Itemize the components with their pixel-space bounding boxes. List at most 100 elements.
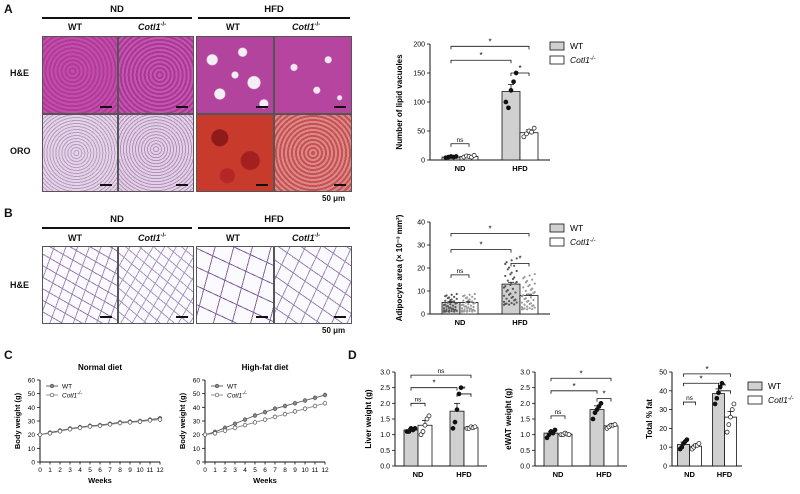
x-axis-label: Weeks xyxy=(88,476,112,485)
y-tick-label: 0.0 xyxy=(520,464,530,471)
data-point xyxy=(451,304,455,307)
legend-label-ko: Cotl1-/- xyxy=(768,395,794,405)
data-point xyxy=(447,306,451,309)
y-tick-label: 2.0 xyxy=(380,401,390,408)
data-point xyxy=(464,301,467,304)
scale-bar xyxy=(100,316,112,318)
significance-label: ns xyxy=(457,268,465,275)
data-point xyxy=(469,304,473,307)
data-point xyxy=(507,300,511,303)
data-point xyxy=(453,308,456,312)
data-point xyxy=(444,310,447,313)
x-tick-label: 0 xyxy=(38,467,42,474)
data-point xyxy=(525,308,529,311)
y-tick-label: 20 xyxy=(28,432,36,439)
micrograph-oro-nd-ko xyxy=(118,114,194,192)
data-point xyxy=(446,297,449,300)
micrograph-oro-nd-wt xyxy=(42,114,118,192)
data-point xyxy=(77,425,83,430)
chart-title: High-fat diet xyxy=(242,363,289,372)
data-point xyxy=(712,401,718,407)
data-point xyxy=(524,131,529,137)
significance-label: * xyxy=(479,241,482,250)
y-tick-label: 1.0 xyxy=(380,432,390,439)
data-point xyxy=(450,426,456,431)
data-point xyxy=(511,287,515,290)
group-label-hfd: HFD xyxy=(264,4,284,15)
data-point xyxy=(232,425,238,430)
data-point xyxy=(511,277,515,281)
legend-label-ko: Cotl1-/- xyxy=(570,237,596,247)
data-point xyxy=(525,305,529,308)
data-point xyxy=(513,299,516,302)
data-point xyxy=(532,298,535,302)
legend-swatch-ko xyxy=(549,237,565,247)
significance-bracket xyxy=(550,415,566,419)
data-point xyxy=(679,444,685,450)
row-label-he: H&E xyxy=(10,280,30,290)
data-point xyxy=(312,403,318,409)
y-tick-label: 0.5 xyxy=(520,448,530,455)
x-tick-label: 8 xyxy=(118,467,122,474)
bar-ko xyxy=(463,427,479,467)
y-tick-label: 60 xyxy=(193,378,201,385)
x-tick-label: 3 xyxy=(233,467,237,474)
legend-marker-ko xyxy=(214,392,220,398)
y-tick-label: 0.0 xyxy=(380,464,390,471)
y-tick-label: 20 xyxy=(659,426,667,433)
micrograph-he-hfd-wt xyxy=(196,36,274,114)
x-tick-label: 6 xyxy=(98,467,102,474)
scale-bar xyxy=(176,184,188,186)
bar-wt xyxy=(449,410,465,467)
data-point xyxy=(590,416,596,422)
data-point xyxy=(272,406,278,411)
data-point xyxy=(449,298,452,302)
data-point xyxy=(532,292,535,295)
x-tick-label: 7 xyxy=(273,467,277,474)
scale-bar xyxy=(176,106,188,108)
significance-label: ns xyxy=(457,137,465,144)
x-tick-label: 10 xyxy=(301,467,309,474)
data-point xyxy=(157,417,163,422)
x-category-label: ND xyxy=(413,470,424,479)
significance-bracket xyxy=(450,45,530,50)
data-point xyxy=(462,299,465,302)
x-category-label: ND xyxy=(455,164,466,173)
data-point xyxy=(514,282,517,285)
data-point xyxy=(522,286,525,289)
col-label-ko-hfd: Cotl1-/- xyxy=(292,22,321,32)
data-point xyxy=(520,306,524,309)
y-tick-label: 50 xyxy=(417,129,425,136)
data-point xyxy=(455,309,458,312)
legend-swatch-wt xyxy=(747,381,763,391)
col-label-wt-nd: WT xyxy=(68,233,82,243)
col-label-ko-nd: Cotl1-/- xyxy=(138,22,167,32)
bar-ko xyxy=(603,425,619,467)
data-point xyxy=(515,257,518,260)
x-category-label: ND xyxy=(553,470,564,479)
panel-letter-b: B xyxy=(4,206,13,220)
data-point xyxy=(509,273,512,276)
x-tick-label: 5 xyxy=(88,467,92,474)
significance-label: * xyxy=(602,390,605,399)
data-point xyxy=(242,417,248,422)
chart-lipid-vacuoles: 0 50 100 150 200 Number of lipid vacuoles ND HF… xyxy=(395,37,596,173)
legend-label-wt: WT xyxy=(62,384,72,391)
x-axis-label: Weeks xyxy=(253,476,277,485)
scale-bar xyxy=(256,184,268,186)
y-tick-label: 0 xyxy=(663,464,667,471)
data-point xyxy=(37,432,43,437)
y-tick-label: 3.0 xyxy=(380,370,390,377)
data-point xyxy=(471,295,474,298)
data-point xyxy=(87,424,93,429)
data-point xyxy=(117,420,123,426)
x-category-label: HFD xyxy=(512,164,528,173)
x-tick-label: 8 xyxy=(283,467,287,474)
y-tick-label: 30 xyxy=(417,243,425,250)
data-point xyxy=(453,295,456,298)
significance-label: * xyxy=(699,374,702,383)
data-point xyxy=(522,277,525,280)
data-point xyxy=(232,421,238,426)
data-point xyxy=(525,300,529,303)
data-point xyxy=(460,304,464,307)
